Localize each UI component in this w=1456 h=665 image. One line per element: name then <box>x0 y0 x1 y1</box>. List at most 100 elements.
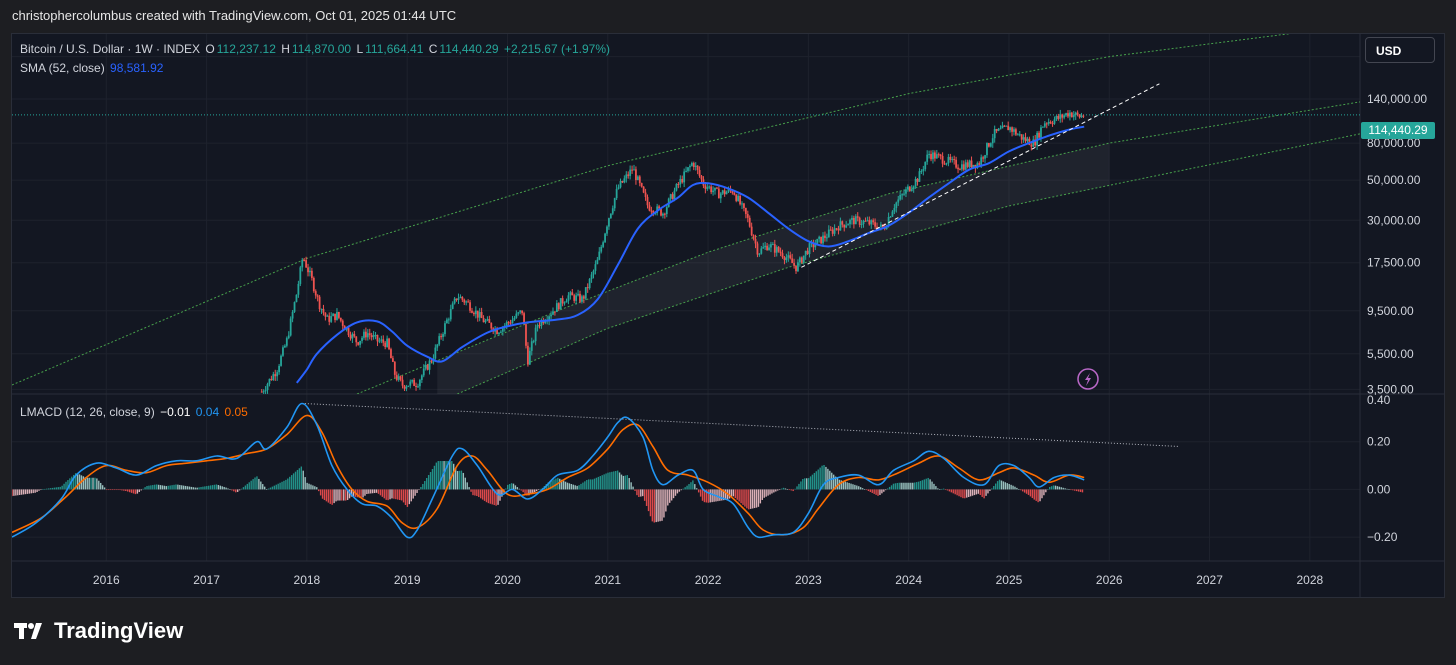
lmacd-histogram-bar <box>38 489 40 491</box>
chart-canvas[interactable]: 240,000.00140,000.0080,000.0050,000.0030… <box>12 34 1445 598</box>
lmacd-histogram-bar <box>408 489 411 505</box>
lmacd-histogram-bar <box>61 485 63 490</box>
lmacd-histogram-bar <box>750 489 752 509</box>
lmacd-histogram-bar <box>1050 486 1053 490</box>
lmacd-histogram-bar <box>40 489 42 491</box>
currency-button[interactable]: USD <box>1365 37 1435 63</box>
lmacd-histogram-bar <box>526 489 528 496</box>
lmacd-histogram-bar <box>1039 489 1041 502</box>
lmacd-histogram-bar <box>275 484 277 490</box>
lmacd-histogram-bar <box>154 484 156 490</box>
lmacd-legend[interactable]: LMACD (12, 26, close, 9) −0.01 0.04 0.05 <box>20 405 250 419</box>
lmacd-histogram-bar <box>640 489 642 497</box>
lmacd-histogram-bar <box>491 489 493 505</box>
candle-body <box>629 169 632 176</box>
lmacd-histogram-bar <box>306 482 308 490</box>
lmacd-histogram-bar <box>948 489 951 492</box>
candle-body <box>862 220 865 225</box>
lmacd-histogram-bar <box>944 489 947 491</box>
lmacd-histogram-bar <box>580 483 582 490</box>
lmacd-histogram-bar <box>680 489 682 491</box>
candle-body <box>986 143 988 156</box>
lmacd-histogram-bar <box>344 489 347 501</box>
candle-body <box>476 310 479 318</box>
lmacd-histogram-bar <box>618 472 621 490</box>
lmacd-histogram-bar <box>925 478 927 490</box>
lmacd-histogram-bar <box>638 489 640 497</box>
lmacd-histogram-bar <box>458 470 461 490</box>
candle-body <box>851 217 853 220</box>
lmacd-histogram-bar <box>76 473 79 490</box>
candle-body <box>326 315 329 317</box>
candle-body <box>278 365 281 373</box>
candle-body <box>426 364 429 370</box>
lmacd-histogram-bar <box>427 475 430 490</box>
lmacd-histogram-bar <box>615 470 617 490</box>
candle-body <box>916 178 919 182</box>
tradingview-logo[interactable]: TradingView <box>14 618 183 644</box>
lmacd-histogram-bar <box>643 489 646 501</box>
lmacd-histogram-bar <box>134 489 137 495</box>
lmacd-histogram-bar <box>308 483 310 490</box>
lmacd-histogram-bar <box>211 485 214 490</box>
lmacd-histogram-bar <box>788 489 791 491</box>
lmacd-histogram-bar <box>1037 489 1039 503</box>
lmacd-histogram-bar <box>1052 485 1055 490</box>
lmacd-histogram-bar <box>620 474 623 490</box>
lmacd-histogram-bar <box>96 478 98 490</box>
lmacd-histogram-bar <box>954 489 956 495</box>
lmacd-histogram-bar <box>111 489 113 491</box>
candle-body <box>839 221 842 231</box>
lmacd-histogram-bar <box>381 489 384 497</box>
lmacd-histogram-bar <box>534 489 536 493</box>
lmacd-macd-value: 0.04 <box>195 405 220 419</box>
lmacd-histogram-bar <box>724 489 727 500</box>
lmacd-histogram-bar <box>890 485 893 490</box>
candle-body <box>814 244 817 248</box>
candle-body <box>557 303 560 310</box>
lmacd-histogram-bar <box>738 489 740 502</box>
lmacd-histogram-bar <box>811 474 814 490</box>
candle-body <box>631 169 633 171</box>
symbol-title[interactable]: Bitcoin / U.S. Dollar · 1W · INDEX <box>20 42 201 56</box>
lmacd-histogram-bar <box>740 489 742 504</box>
lmacd-histogram-bar <box>290 475 293 490</box>
lmacd-histogram-bar <box>993 486 995 490</box>
lmacd-histogram-bar <box>1025 489 1028 494</box>
candle-body <box>579 293 581 302</box>
candle-body <box>897 199 900 203</box>
candle-body <box>289 318 292 336</box>
candle-body <box>1018 134 1021 136</box>
lmacd-histogram-bar <box>341 489 343 501</box>
lmacd-histogram-bar <box>452 463 455 490</box>
lmacd-histogram-bar <box>595 477 598 490</box>
lmacd-histogram-bar <box>670 489 673 501</box>
candle-body <box>295 294 298 303</box>
lmacd-trend-line <box>304 403 1180 447</box>
lmacd-histogram-bar <box>42 489 44 490</box>
chart-frame[interactable]: 240,000.00140,000.0080,000.0050,000.0030… <box>11 33 1445 598</box>
candle-body <box>756 243 759 255</box>
lmacd-histogram-bar <box>163 485 166 490</box>
low-label: L <box>356 42 364 56</box>
sma-legend[interactable]: SMA (52, close) 98,581.92 <box>20 61 165 75</box>
lmacd-histogram-bar <box>196 487 198 490</box>
lmacd-histogram-bar <box>661 489 663 521</box>
candle-body <box>364 331 367 338</box>
candle-body <box>908 186 911 192</box>
lmacd-histogram-bar <box>248 482 250 490</box>
candle-body <box>1055 115 1058 120</box>
lmacd-histogram-bar <box>912 482 914 490</box>
candle-body <box>430 360 433 362</box>
lmacd-histogram-bar <box>967 489 970 497</box>
candle-body <box>446 319 448 324</box>
lmacd-histogram-bar <box>161 485 164 490</box>
lmacd-histogram-bar <box>49 488 52 490</box>
high-value: 114,870.00 <box>291 42 352 56</box>
candle-body <box>982 157 985 159</box>
candle-body <box>555 303 558 313</box>
lmacd-histogram-bar <box>242 487 245 490</box>
candle-body <box>893 208 896 212</box>
lmacd-histogram-bar <box>952 489 954 494</box>
lmacd-histogram-bar <box>466 482 468 490</box>
